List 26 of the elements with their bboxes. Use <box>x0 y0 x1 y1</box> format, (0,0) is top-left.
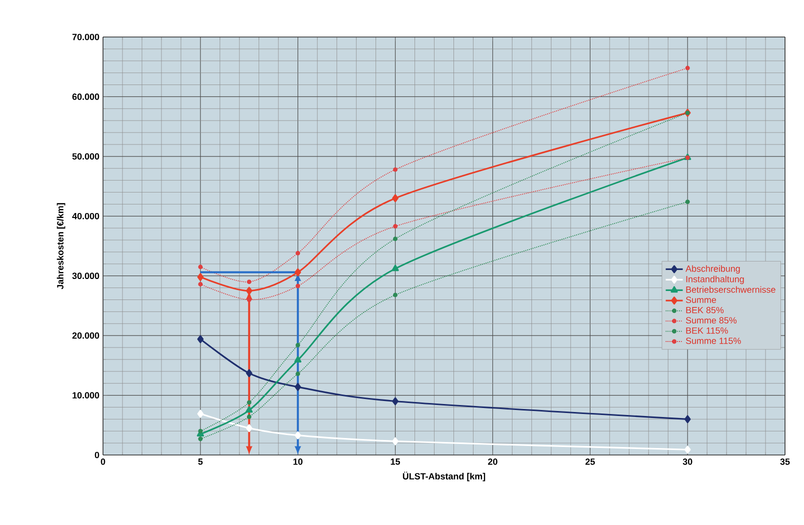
legend-label: BEK 85% <box>686 306 724 314</box>
y-tick-label: 70.000 <box>72 34 100 40</box>
y-axis-title: Jahreskosten [€/km] <box>56 203 66 290</box>
x-tick-label: 15 <box>390 458 400 465</box>
legend-label: Summe <box>686 296 716 304</box>
y-tick-label: 20.000 <box>72 332 100 339</box>
y-tick-label: 60.000 <box>72 94 100 100</box>
x-tick-label: 10 <box>293 458 302 465</box>
legend-label: Summe 85% <box>686 317 737 324</box>
x-tick-label: 25 <box>585 458 595 465</box>
y-tick-label: 40.000 <box>72 212 100 220</box>
y-tick-label: 50.000 <box>72 153 100 160</box>
y-tick-label: 0 <box>94 452 100 458</box>
x-tick-label: 5 <box>198 458 203 465</box>
legend-label: Instandhaltung <box>686 276 744 284</box>
x-tick-label: 20 <box>488 458 498 465</box>
x-tick-label: 0 <box>100 458 106 465</box>
y-tick-label: 30.000 <box>72 272 100 280</box>
x-tick-label: 35 <box>780 458 790 465</box>
legend-label: Abschreibung <box>686 265 740 274</box>
legend-label: Betriebserschwernisse <box>686 286 776 293</box>
legend-label: BEK 115% <box>686 327 728 334</box>
x-tick-label: 30 <box>682 458 692 465</box>
y-tick-label: 10.000 <box>72 392 100 398</box>
legend-label: Summe 115% <box>686 338 741 344</box>
x-axis-title: ÜLST-Abstand [km] <box>402 472 486 482</box>
